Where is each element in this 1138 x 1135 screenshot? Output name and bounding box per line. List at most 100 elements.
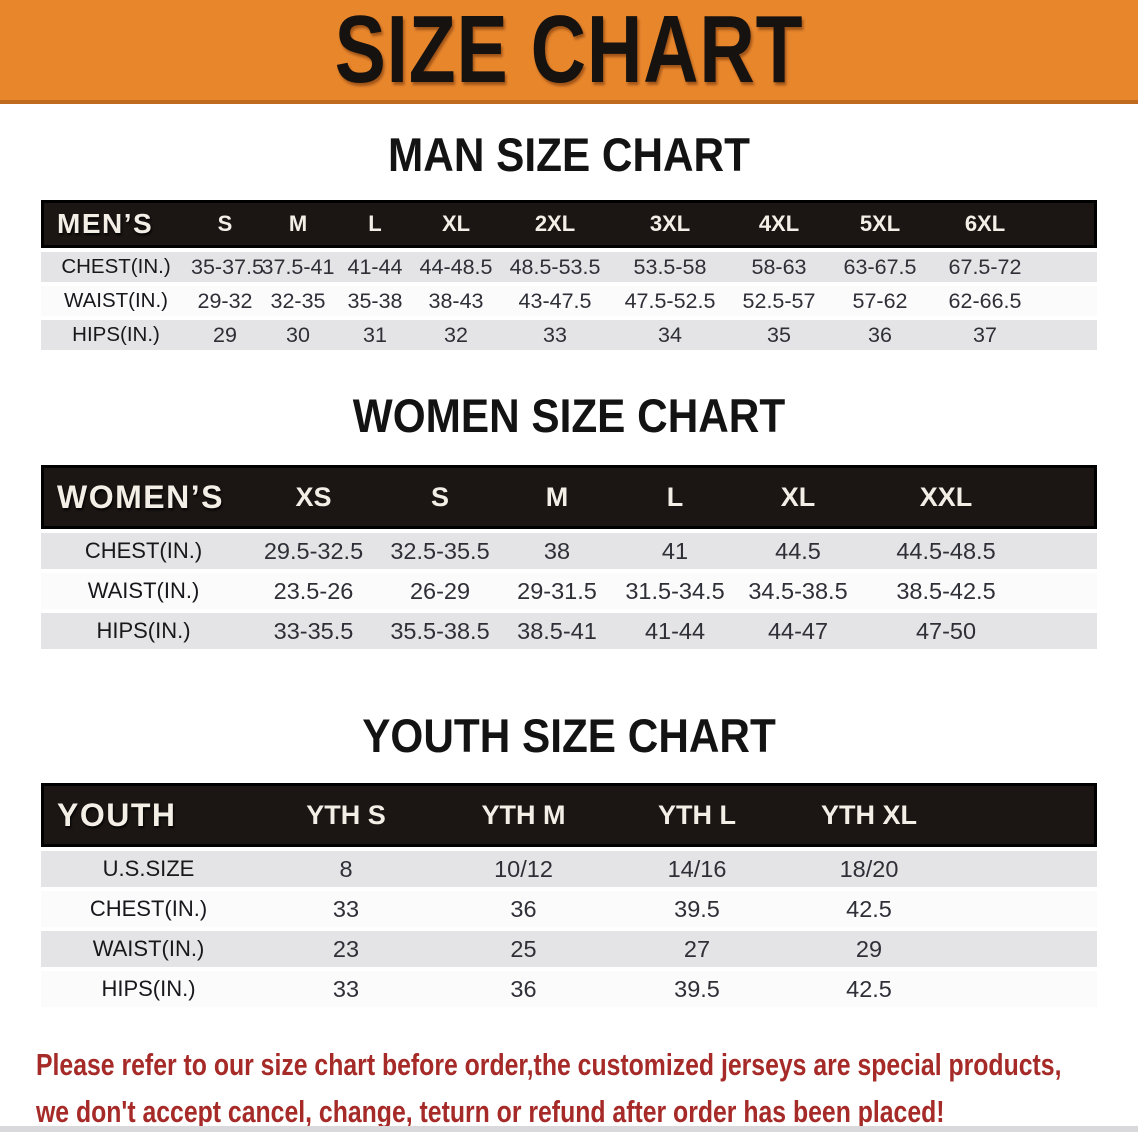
size-value-cell: 36 (436, 891, 611, 928)
size-value-cell: 37 (931, 320, 1039, 351)
size-value-cell: 44-48.5 (413, 252, 499, 283)
size-value-cell: 31.5-34.5 (615, 573, 735, 610)
row-label: HIPS(IN.) (41, 971, 256, 1008)
header-spacer (955, 783, 1097, 848)
size-value-cell: 44.5-48.5 (861, 533, 1031, 570)
image-bottom-edge (0, 1126, 1138, 1132)
size-value-cell: 63-67.5 (829, 252, 931, 283)
row-spacer (1031, 613, 1097, 650)
size-value-cell: 52.5-57 (729, 286, 829, 317)
men-header-row: MEN’S S M L XL 2XL 3XL 4XL 5XL 6XL (41, 200, 1097, 249)
size-value-cell: 36 (436, 971, 611, 1008)
size-column-header: 3XL (611, 200, 729, 249)
measurement-row: WAIST(IN.) 23 25 27 29 (41, 931, 1097, 968)
measurement-row: WAIST(IN.) 29-32 32-35 35-38 38-43 43-47.5 47.… (41, 286, 1097, 317)
women-section-heading: WOMEN SIZE CHART (352, 389, 786, 443)
disclaimer-line-1: Please refer to our size chart before or… (36, 1047, 1062, 1083)
size-value-cell: 58-63 (729, 252, 829, 283)
size-value-cell: 32.5-35.5 (381, 533, 499, 570)
size-value-cell: 33 (256, 891, 436, 928)
size-value-cell: 47-50 (861, 613, 1031, 650)
size-value-cell: 29-32 (191, 286, 259, 317)
size-value-cell: 34.5-38.5 (735, 573, 861, 610)
size-value-cell: 38 (499, 533, 615, 570)
size-column-header: 4XL (729, 200, 829, 249)
size-value-cell: 43-47.5 (499, 286, 611, 317)
women-corner-label: WOMEN’S (41, 465, 246, 530)
size-value-cell: 42.5 (783, 891, 955, 928)
size-value-cell: 35-37.5 (191, 252, 264, 283)
row-label: HIPS(IN.) (41, 613, 246, 650)
size-column-header: YTH L (611, 783, 783, 848)
size-value-cell: 38.5-42.5 (861, 573, 1031, 610)
size-value-cell: 38-43 (413, 286, 499, 317)
size-column-header: XL (735, 465, 861, 530)
size-value-cell: 32 (413, 320, 499, 351)
size-column-header: XXL (861, 465, 1031, 530)
size-value-cell: 32-35 (259, 286, 337, 317)
size-value-cell: 27 (611, 931, 783, 968)
row-label: WAIST(IN.) (41, 573, 246, 610)
size-column-header: 5XL (829, 200, 931, 249)
row-label: U.S.SIZE (41, 851, 256, 888)
size-value-cell: 48.5-53.5 (499, 252, 611, 283)
size-value-cell: 37.5-41 (259, 252, 337, 283)
size-value-cell: 62-66.5 (931, 286, 1039, 317)
size-value-cell: 25 (436, 931, 611, 968)
measurement-row: WAIST(IN.) 23.5-26 26-29 29-31.5 31.5-34.5 34… (41, 573, 1097, 610)
women-size-table: WOMEN’S XS S M L XL XXL CHEST(IN.) 29.5-32.5 32… (41, 461, 1097, 653)
row-spacer (955, 931, 1097, 968)
row-label: CHEST(IN.) (41, 252, 191, 283)
size-column-header: M (259, 200, 337, 249)
men-size-table: MEN’S S M L XL 2XL 3XL 4XL 5XL 6XL CHEST(IN.) 35-… (41, 196, 1097, 354)
size-chart-banner: SIZE CHART (0, 0, 1138, 104)
size-column-header: S (381, 465, 499, 530)
size-value-cell: 8 (256, 851, 436, 888)
size-column-header: 2XL (499, 200, 611, 249)
youth-section-heading: YOUTH SIZE CHART (362, 709, 776, 763)
size-value-cell: 44.5 (735, 533, 861, 570)
size-value-cell: 53.5-58 (611, 252, 729, 283)
size-value-cell: 26-29 (381, 573, 499, 610)
size-value-cell: 23.5-26 (246, 573, 381, 610)
men-section-heading: MAN SIZE CHART (388, 128, 750, 181)
row-label: CHEST(IN.) (41, 533, 246, 570)
size-value-cell: 42.5 (783, 971, 955, 1008)
youth-size-table: YOUTH YTH S YTH M YTH L YTH XL U.S.SIZE 8 10/… (41, 779, 1097, 1011)
size-column-header: S (191, 200, 259, 249)
size-value-cell: 41-44 (337, 252, 413, 283)
size-value-cell: 34 (611, 320, 729, 351)
size-value-cell: 30 (259, 320, 337, 351)
row-spacer (955, 891, 1097, 928)
size-value-cell: 23 (256, 931, 436, 968)
row-spacer (1039, 286, 1097, 317)
size-value-cell: 38.5-41 (499, 613, 615, 650)
size-value-cell: 33 (256, 971, 436, 1008)
row-spacer (1031, 573, 1097, 610)
size-value-cell: 35-38 (337, 286, 413, 317)
row-label: CHEST(IN.) (41, 891, 256, 928)
size-column-header: L (337, 200, 413, 249)
row-label: WAIST(IN.) (41, 286, 191, 317)
size-value-cell: 18/20 (783, 851, 955, 888)
measurement-row: CHEST(IN.) 33 36 39.5 42.5 (41, 891, 1097, 928)
size-value-cell: 29 (783, 931, 955, 968)
size-value-cell: 33 (499, 320, 611, 351)
header-spacer (1039, 200, 1097, 249)
size-value-cell: 41 (615, 533, 735, 570)
size-value-cell: 29 (191, 320, 259, 351)
row-spacer (1039, 252, 1097, 283)
measurement-row: CHEST(IN.) 29.5-32.5 32.5-35.5 38 41 44.5 44.5… (41, 533, 1097, 570)
youth-header-row: YOUTH YTH S YTH M YTH L YTH XL (41, 783, 1097, 848)
row-spacer (1031, 533, 1097, 570)
youth-corner-label: YOUTH (41, 783, 256, 848)
row-spacer (955, 851, 1097, 888)
size-value-cell: 36 (829, 320, 931, 351)
size-value-cell: 47.5-52.5 (611, 286, 729, 317)
row-spacer (955, 971, 1097, 1008)
size-column-header: XL (413, 200, 499, 249)
measurement-row: HIPS(IN.) 33 36 39.5 42.5 (41, 971, 1097, 1008)
header-spacer (1031, 465, 1097, 530)
order-disclaimer: Please refer to our size chart before or… (0, 1041, 1138, 1135)
size-value-cell: 33-35.5 (246, 613, 381, 650)
